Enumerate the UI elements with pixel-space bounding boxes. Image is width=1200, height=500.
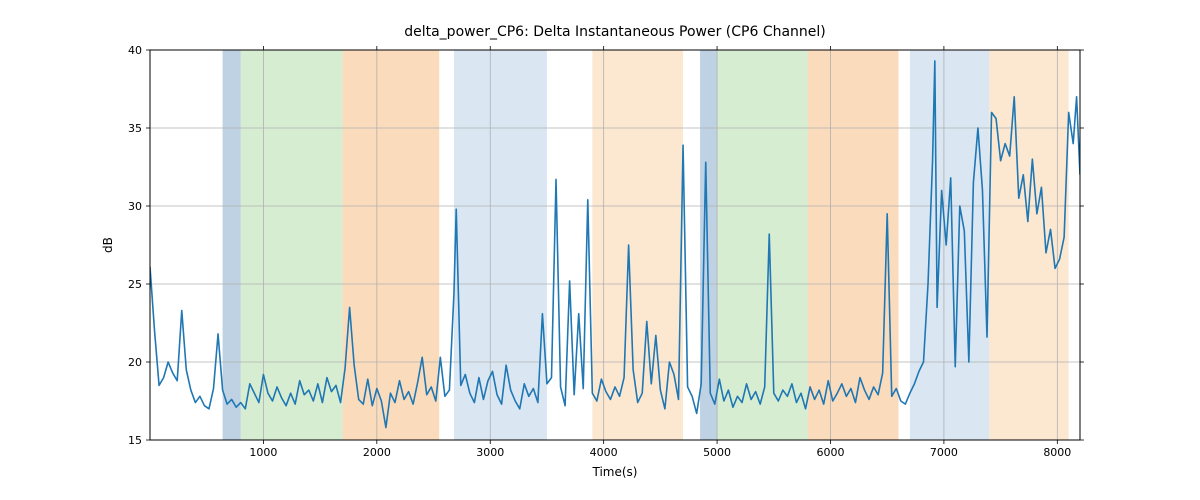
x-tick-label: 6000 (816, 446, 844, 459)
x-tick-label: 3000 (476, 446, 504, 459)
chart-title: delta_power_CP6: Delta Instantaneous Pow… (404, 24, 826, 40)
span-region (592, 50, 683, 440)
x-axis-label: Time(s) (592, 465, 638, 479)
x-tick-label: 5000 (703, 446, 731, 459)
span-region (700, 50, 717, 440)
chart-container: 1000 2000 3000 4000 5000 6000 7000 8000 15 20 25 30… (0, 0, 1200, 500)
shaded-regions (223, 50, 1069, 440)
span-region (454, 50, 547, 440)
span-region (910, 50, 989, 440)
y-tick-label: 20 (128, 356, 142, 369)
y-tick-label: 35 (128, 122, 142, 135)
span-region (223, 50, 241, 440)
span-region (808, 50, 899, 440)
y-axis-label: dB (101, 237, 115, 253)
x-tick-label: 8000 (1043, 446, 1071, 459)
x-tick-label: 7000 (930, 446, 958, 459)
chart-svg: 1000 2000 3000 4000 5000 6000 7000 8000 15 20 25 30… (0, 0, 1200, 500)
y-tick-label: 30 (128, 200, 142, 213)
span-region (989, 50, 1068, 440)
x-tick-label: 1000 (249, 446, 277, 459)
y-tick-label: 15 (128, 434, 142, 447)
x-tick-label: 4000 (590, 446, 618, 459)
y-tick-label: 25 (128, 278, 142, 291)
x-tick-label: 2000 (363, 446, 391, 459)
span-region (717, 50, 808, 440)
y-tick-label: 40 (128, 44, 142, 57)
